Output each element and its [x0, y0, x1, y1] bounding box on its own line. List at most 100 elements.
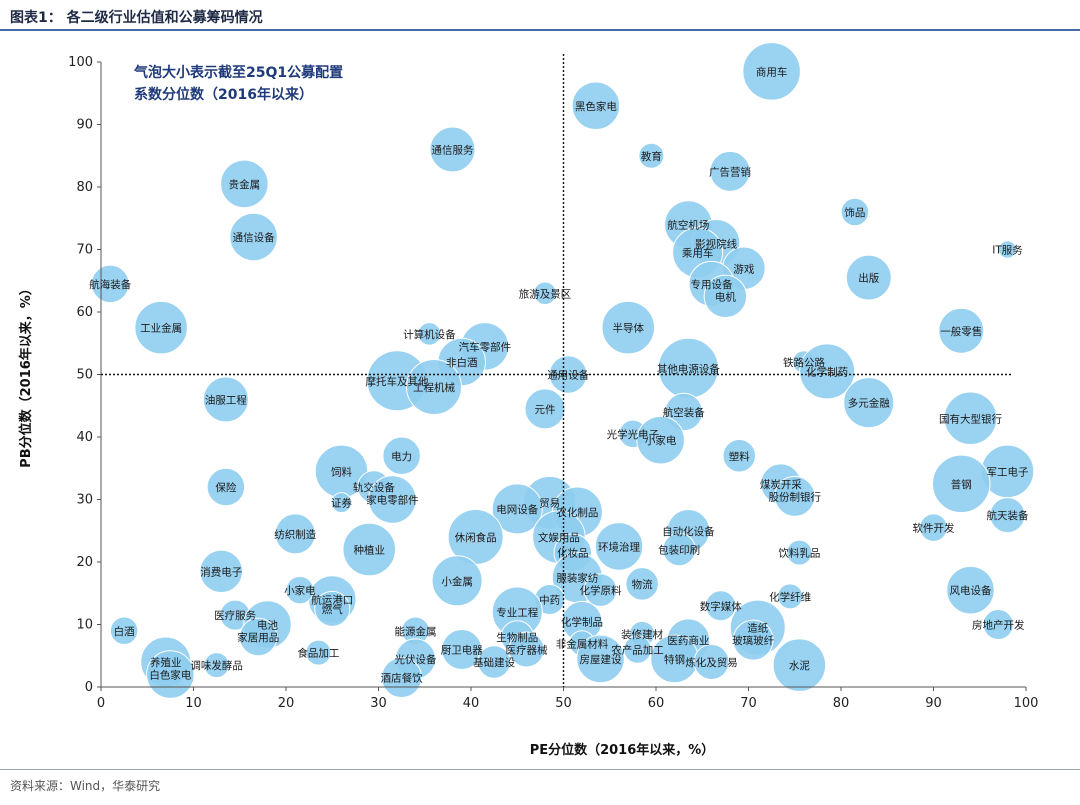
- annotation-line-2: 系数分位数（2016年以来）: [134, 86, 313, 103]
- bubble-label: 工业金属: [140, 322, 182, 335]
- bubble: [774, 475, 816, 517]
- bubble-label: 通信设备: [233, 231, 275, 244]
- bubble-label: 通用设备: [547, 369, 589, 382]
- bubble-label: 农化制品: [556, 506, 598, 519]
- y-tick-label: 70: [76, 243, 93, 258]
- bubble: [638, 142, 665, 169]
- bubble-label: 半导体: [613, 322, 645, 335]
- x-tick-label: 90: [925, 696, 942, 711]
- bubble-label: 广告营销: [709, 165, 751, 178]
- bubble-label: 一般零售: [940, 325, 982, 338]
- bubble: [431, 555, 483, 607]
- bubble-label: 贵金属: [229, 178, 261, 191]
- x-tick-label: 10: [185, 696, 202, 711]
- bubble-label: 白色家电: [149, 669, 191, 682]
- bubble-label: 电力: [391, 450, 412, 463]
- x-tick-label: 80: [833, 696, 850, 711]
- bubble-label: 游戏: [733, 262, 754, 275]
- annotation-note: 气泡大小表示截至25Q1公募配置 系数分位数（2016年以来）: [133, 64, 343, 103]
- bubble-label: 煤炭开采: [760, 478, 802, 491]
- bubble: [601, 300, 655, 355]
- bubble-label: 饮料乳品: [778, 547, 820, 560]
- bubble-label: 化学制药: [806, 365, 848, 378]
- bubble-label: 出版: [858, 272, 879, 285]
- bubble: [705, 590, 737, 622]
- x-tick-label: 60: [648, 696, 665, 711]
- bubble: [368, 475, 417, 524]
- bubble-label: 数字媒体: [700, 600, 742, 613]
- bubble: [146, 650, 195, 699]
- bubble: [625, 567, 659, 601]
- bubble-label: 房地产开发: [972, 619, 1025, 632]
- reference-lines: [101, 54, 1013, 687]
- bubble-label: 影视院线: [695, 237, 737, 250]
- bubble-label: 军工电子: [987, 465, 1029, 478]
- x-tick-label: 70: [740, 696, 757, 711]
- y-axis-title: PB分位数（2016年以来，%）: [18, 282, 34, 468]
- bubble: [742, 42, 801, 101]
- bubble-label: 其他电源设备: [657, 362, 720, 375]
- bubble: [202, 376, 249, 423]
- y-tick-label: 30: [76, 493, 93, 508]
- bubble: [229, 212, 278, 262]
- bubble-label: 专用设备: [691, 278, 733, 291]
- bubble-label: 贸易: [539, 498, 560, 510]
- bubble: [709, 150, 751, 192]
- bubble-label: 工程机械: [413, 381, 455, 394]
- y-tick-label: 50: [76, 368, 93, 383]
- bubble: [946, 565, 995, 615]
- bubble: [206, 467, 246, 507]
- bubble: [285, 575, 315, 605]
- bubbles-layer: [91, 42, 1035, 699]
- x-axis-title: PE分位数（2016年以来，%）: [530, 742, 715, 758]
- bubble: [203, 652, 230, 679]
- bubble-label: 休闲食品: [455, 531, 497, 544]
- y-tick-label: 40: [76, 430, 93, 445]
- bubble: [932, 454, 991, 514]
- bubble-label: 家电零部件: [366, 494, 419, 507]
- bubble: [998, 240, 1017, 259]
- bubble-label: 纺织制造: [274, 528, 316, 541]
- bubble-label: 炼化及贸易: [685, 656, 738, 669]
- bubble-chart: 0 10 20 30 40 50 60 70 80 90 100 0 10 20 30 40 50 60 70 80 9…: [18, 42, 1039, 758]
- x-tick-label: 100: [1014, 696, 1039, 711]
- bubble: [441, 629, 483, 670]
- bubble-label: 养殖业: [150, 656, 182, 669]
- bubble-label: 多元金融: [848, 397, 890, 410]
- bubble: [636, 415, 685, 465]
- bubble-label: 塑料: [729, 450, 750, 463]
- bubble-label: 航空装备: [663, 406, 705, 419]
- bubble: [576, 634, 625, 684]
- bubble: [239, 617, 278, 657]
- bubble-label: 环境治理: [598, 540, 640, 553]
- bubble-label: 能源金属: [395, 625, 437, 638]
- bubble-label: 元件: [535, 404, 556, 416]
- figure-title: 图表1： 各二级行业估值和公募筹码情况: [10, 10, 263, 26]
- bubble: [623, 635, 652, 664]
- bubble-label: 国有大型银行: [939, 412, 1002, 425]
- bubble-label: 轨交设备: [353, 481, 395, 494]
- bubble-label: 化学制品: [561, 615, 603, 628]
- bubble-label: 乘用车: [682, 247, 714, 260]
- bubble-label: 商用车: [756, 65, 788, 78]
- bubble: [840, 197, 870, 227]
- bubble-label: 铁路公路: [783, 356, 825, 369]
- bubble: [693, 644, 730, 680]
- y-tick-label: 90: [76, 118, 93, 133]
- bubble-label: 风电设备: [950, 584, 992, 597]
- bubble-label: 饲料: [331, 465, 352, 478]
- bubble: [989, 497, 1026, 534]
- bubble: [533, 281, 557, 305]
- bubble: [703, 274, 748, 319]
- bubble-label: 普钢: [951, 478, 972, 491]
- bubble: [199, 549, 243, 594]
- bubble: [109, 616, 139, 645]
- bubble: [134, 300, 188, 355]
- bubble-label: 航天装备: [987, 509, 1029, 522]
- bubble-label: 家居用品: [237, 631, 279, 644]
- bubble: [417, 322, 442, 346]
- bubble-label: 专业工程: [496, 606, 538, 619]
- bubble: [305, 639, 332, 666]
- y-tick-label: 0: [85, 680, 93, 695]
- bubble-label: 医药商业: [667, 634, 709, 647]
